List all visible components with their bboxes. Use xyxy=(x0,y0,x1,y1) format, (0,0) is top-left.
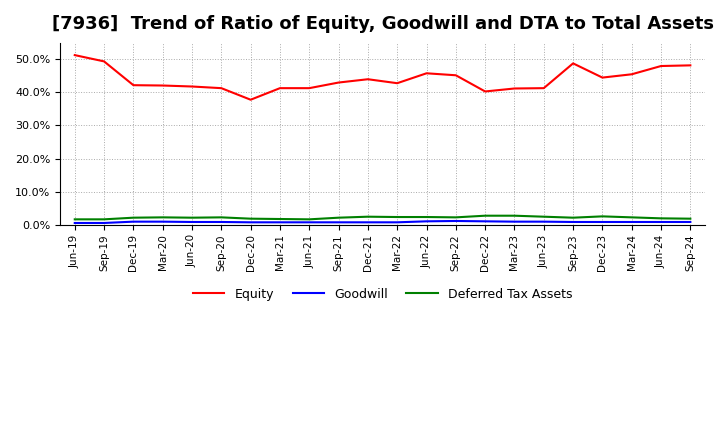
Deferred Tax Assets xyxy=(71,216,79,222)
Deferred Tax Assets xyxy=(481,213,490,218)
Deferred Tax Assets xyxy=(539,214,548,219)
Goodwill xyxy=(246,220,255,225)
Equity xyxy=(393,81,402,86)
Equity xyxy=(598,75,607,80)
Equity xyxy=(334,80,343,85)
Goodwill xyxy=(71,220,79,226)
Goodwill xyxy=(129,219,138,224)
Goodwill xyxy=(451,218,460,224)
Goodwill xyxy=(481,219,490,224)
Deferred Tax Assets xyxy=(627,215,636,220)
Equity xyxy=(510,86,519,91)
Goodwill xyxy=(422,219,431,224)
Deferred Tax Assets xyxy=(598,214,607,219)
Equity xyxy=(569,61,577,66)
Line: Equity: Equity xyxy=(75,55,690,100)
Deferred Tax Assets xyxy=(129,215,138,220)
Deferred Tax Assets xyxy=(422,214,431,220)
Deferred Tax Assets xyxy=(276,216,284,222)
Deferred Tax Assets xyxy=(334,215,343,220)
Equity xyxy=(71,52,79,58)
Deferred Tax Assets xyxy=(686,216,695,221)
Deferred Tax Assets xyxy=(510,213,519,218)
Goodwill xyxy=(188,220,197,225)
Deferred Tax Assets xyxy=(657,216,665,221)
Equity xyxy=(188,84,197,89)
Deferred Tax Assets xyxy=(364,214,372,219)
Goodwill xyxy=(334,220,343,225)
Legend: Equity, Goodwill, Deferred Tax Assets: Equity, Goodwill, Deferred Tax Assets xyxy=(188,282,577,306)
Deferred Tax Assets xyxy=(393,214,402,220)
Goodwill xyxy=(217,220,225,225)
Equity xyxy=(364,77,372,82)
Equity xyxy=(217,85,225,91)
Goodwill xyxy=(364,220,372,225)
Equity xyxy=(481,89,490,94)
Deferred Tax Assets xyxy=(569,215,577,220)
Goodwill xyxy=(686,220,695,225)
Equity xyxy=(422,71,431,76)
Goodwill xyxy=(276,220,284,225)
Equity xyxy=(539,85,548,91)
Deferred Tax Assets xyxy=(217,215,225,220)
Deferred Tax Assets xyxy=(451,215,460,220)
Equity xyxy=(627,72,636,77)
Goodwill xyxy=(539,219,548,224)
Equity xyxy=(100,59,109,64)
Goodwill xyxy=(569,220,577,225)
Equity xyxy=(276,85,284,91)
Deferred Tax Assets xyxy=(158,215,167,220)
Deferred Tax Assets xyxy=(188,215,197,220)
Equity xyxy=(451,73,460,78)
Equity xyxy=(305,85,314,91)
Deferred Tax Assets xyxy=(305,216,314,222)
Goodwill xyxy=(598,220,607,225)
Title: [7936]  Trend of Ratio of Equity, Goodwill and DTA to Total Assets: [7936] Trend of Ratio of Equity, Goodwil… xyxy=(52,15,714,33)
Line: Goodwill: Goodwill xyxy=(75,221,690,223)
Deferred Tax Assets xyxy=(246,216,255,221)
Goodwill xyxy=(510,219,519,224)
Line: Deferred Tax Assets: Deferred Tax Assets xyxy=(75,216,690,219)
Deferred Tax Assets xyxy=(100,216,109,222)
Goodwill xyxy=(158,219,167,224)
Equity xyxy=(686,63,695,68)
Goodwill xyxy=(627,220,636,225)
Goodwill xyxy=(305,220,314,225)
Equity xyxy=(129,83,138,88)
Goodwill xyxy=(657,220,665,225)
Equity xyxy=(657,63,665,69)
Goodwill xyxy=(393,220,402,225)
Goodwill xyxy=(100,220,109,226)
Equity xyxy=(246,97,255,103)
Equity xyxy=(158,83,167,88)
